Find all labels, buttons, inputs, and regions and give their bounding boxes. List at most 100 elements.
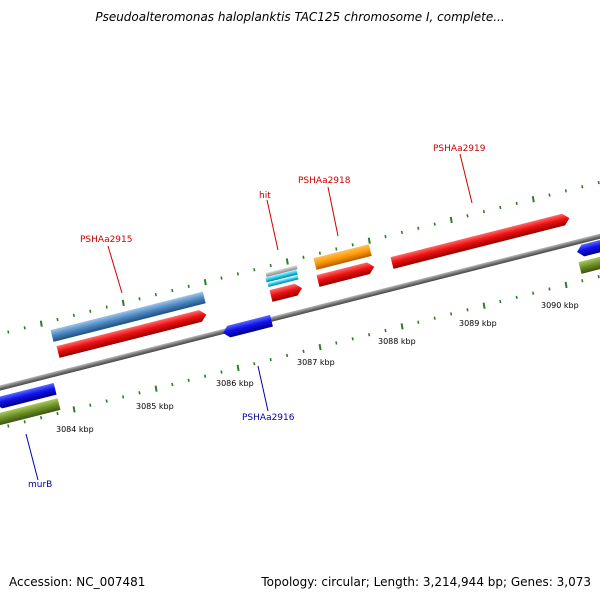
ruler-tick xyxy=(466,308,469,312)
ruler-tick xyxy=(417,226,420,230)
ruler-tick xyxy=(531,196,535,203)
ruler-tick xyxy=(105,399,108,403)
ruler-tick xyxy=(187,378,190,382)
ruler-tick xyxy=(367,237,371,244)
ruler-tick xyxy=(318,343,322,351)
ruler-tick xyxy=(89,403,92,407)
ruler-tick xyxy=(466,214,469,218)
ruler-tick xyxy=(204,374,207,378)
ruler-tick xyxy=(138,391,141,395)
ruler-tick xyxy=(269,263,272,268)
ruler-tick xyxy=(236,364,240,372)
feature-olive-murb[interactable] xyxy=(0,398,61,426)
gene-arrow-pshaa2916[interactable] xyxy=(222,314,273,339)
feature-gray-hit-a[interactable] xyxy=(265,265,298,277)
ruler-tick xyxy=(187,284,190,288)
ruler-tick xyxy=(171,288,174,293)
gene-label-pshaa2919[interactable]: PSHAa2919 xyxy=(433,144,486,154)
kbp-tick-label: 3090 kbp xyxy=(541,301,579,310)
ruler-tick xyxy=(515,201,518,206)
ruler-tick xyxy=(7,330,10,334)
ruler-tick xyxy=(499,299,502,304)
gene-label-pshaa2915[interactable]: PSHAa2915 xyxy=(80,235,132,245)
ruler-tick xyxy=(23,326,26,330)
kbp-tick-label: 3087 kbp xyxy=(297,358,335,367)
gene-arrow-right-edge[interactable] xyxy=(576,236,600,257)
ruler-tick xyxy=(171,382,174,387)
ruler-tick xyxy=(220,276,223,280)
feature-cyan-hit-a[interactable] xyxy=(265,269,298,283)
ruler-tick xyxy=(220,370,223,374)
feature-steel-left[interactable] xyxy=(50,291,206,342)
ruler-tick xyxy=(548,287,551,291)
kbp-tick-label: 3085 kbp xyxy=(136,402,174,411)
ruler-tick xyxy=(138,297,141,301)
ruler-tick xyxy=(417,320,420,324)
ruler-tick xyxy=(351,243,354,247)
forward-ruler xyxy=(7,180,600,334)
ruler-tick xyxy=(302,349,305,353)
ruler-tick xyxy=(449,216,453,224)
ruler-tick xyxy=(40,416,43,420)
ruler-tick xyxy=(56,411,59,416)
ruler-tick xyxy=(532,291,535,295)
reverse-ruler xyxy=(7,274,600,428)
ruler-tick xyxy=(23,420,26,424)
ruler-tick xyxy=(400,323,404,330)
kbp-tick-label: 3089 kbp xyxy=(459,319,497,328)
ruler-tick xyxy=(384,234,387,239)
label-leader-lines xyxy=(25,153,473,481)
gene-arrow-pshaa2915[interactable] xyxy=(56,309,208,358)
accession-text: Accession: NC_007481 xyxy=(9,575,146,589)
kbp-tick-label: 3088 kbp xyxy=(378,337,416,346)
ruler-tick xyxy=(368,333,371,337)
ruler-tick xyxy=(72,313,75,318)
ruler-tick xyxy=(335,247,338,251)
ruler-tick xyxy=(351,337,354,341)
ruler-tick xyxy=(286,353,289,358)
gene-label-pshaa2918[interactable]: PSHAa2918 xyxy=(298,176,351,186)
ruler-tick xyxy=(564,189,567,193)
ruler-tick xyxy=(285,258,289,265)
ruler-tick xyxy=(39,320,43,327)
kbp-tick-label: 3086 kbp xyxy=(216,379,254,388)
ruler-tick xyxy=(89,309,92,313)
gene-label-murb[interactable]: murB xyxy=(28,480,52,490)
ruler-tick xyxy=(203,279,207,286)
ruler-tick xyxy=(384,328,387,333)
gene-arrow-hit[interactable] xyxy=(269,282,304,302)
ruler-tick xyxy=(318,251,321,255)
ruler-tick xyxy=(597,180,600,185)
ruler-tick xyxy=(105,305,108,309)
ruler-tick xyxy=(482,209,485,214)
ruler-tick xyxy=(7,424,10,428)
feature-olive-right-edge[interactable] xyxy=(578,252,600,274)
feature-cyan-hit-b[interactable] xyxy=(267,275,299,287)
ruler-tick xyxy=(597,274,600,279)
gene-arrow-pshaa2919[interactable] xyxy=(390,212,571,269)
gene-arrow-murb[interactable] xyxy=(0,382,57,410)
ruler-tick xyxy=(335,341,338,345)
feature-orange-pshaa2918[interactable] xyxy=(313,244,372,270)
map-title: Pseudoalteromonas haloplanktis TAC125 ch… xyxy=(95,10,505,24)
ruler-tick xyxy=(236,272,239,276)
ruler-tick xyxy=(564,281,568,289)
ruler-tick xyxy=(154,385,158,392)
ruler-tick xyxy=(253,362,256,366)
ruler-tick xyxy=(581,185,584,189)
ruler-tick xyxy=(450,312,453,316)
genome-backbone xyxy=(0,231,600,393)
ruler-tick xyxy=(433,222,436,226)
ruler-tick xyxy=(499,205,502,210)
ruler-tick xyxy=(515,295,518,300)
ruler-tick xyxy=(56,317,59,322)
gene-label-pshaa2916[interactable]: PSHAa2916 xyxy=(242,413,295,423)
kbp-tick-label: 3084 kbp xyxy=(56,425,94,434)
ruler-tick xyxy=(433,316,436,320)
ruler-tick xyxy=(548,193,551,197)
ruler-tick xyxy=(581,279,584,283)
gene-arrow-pshaa2918[interactable] xyxy=(316,261,376,287)
gene-label-hit[interactable]: hit xyxy=(259,191,271,201)
